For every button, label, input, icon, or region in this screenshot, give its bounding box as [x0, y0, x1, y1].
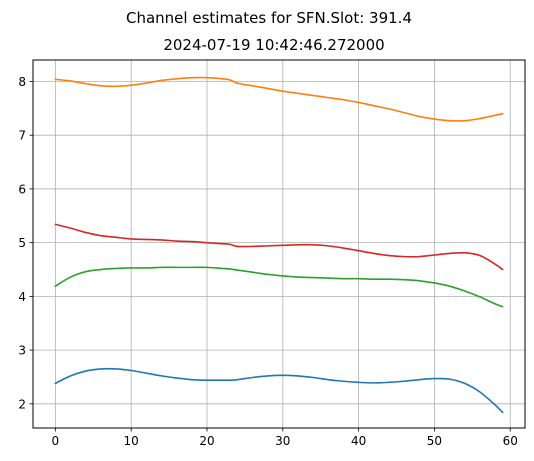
- y-tick-label: 7: [18, 129, 26, 143]
- y-tick-label: 4: [18, 290, 26, 304]
- y-tick-label: 5: [18, 236, 26, 250]
- x-axis: 0 10 20 30 40 50 60: [52, 428, 518, 448]
- x-tick-label: 50: [427, 434, 442, 448]
- y-axis: 2 3 4 5 6 7 8: [18, 75, 33, 411]
- x-tick-label: 10: [124, 434, 139, 448]
- chart-title: Channel estimates for SFN.Slot: 391.4: [126, 9, 412, 27]
- x-tick-label: 30: [275, 434, 290, 448]
- series-line-3: [54, 266, 504, 308]
- y-tick-label: 3: [18, 344, 26, 358]
- plot-frame: [32, 59, 526, 429]
- series-lines: [54, 76, 504, 414]
- grid-lines: [33, 60, 525, 428]
- series-line-2: [54, 76, 504, 122]
- series-line-1: [54, 367, 504, 414]
- x-tick-label: 40: [351, 434, 366, 448]
- y-tick-label: 6: [18, 182, 26, 196]
- x-tick-label: 0: [52, 434, 60, 448]
- x-tick-label: 20: [199, 434, 214, 448]
- x-tick-label: 60: [503, 434, 518, 448]
- chart-subtitle: 2024-07-19 10:42:46.272000: [163, 36, 384, 54]
- y-tick-label: 2: [18, 397, 26, 411]
- series-line-4: [54, 223, 504, 271]
- y-tick-label: 8: [18, 75, 26, 89]
